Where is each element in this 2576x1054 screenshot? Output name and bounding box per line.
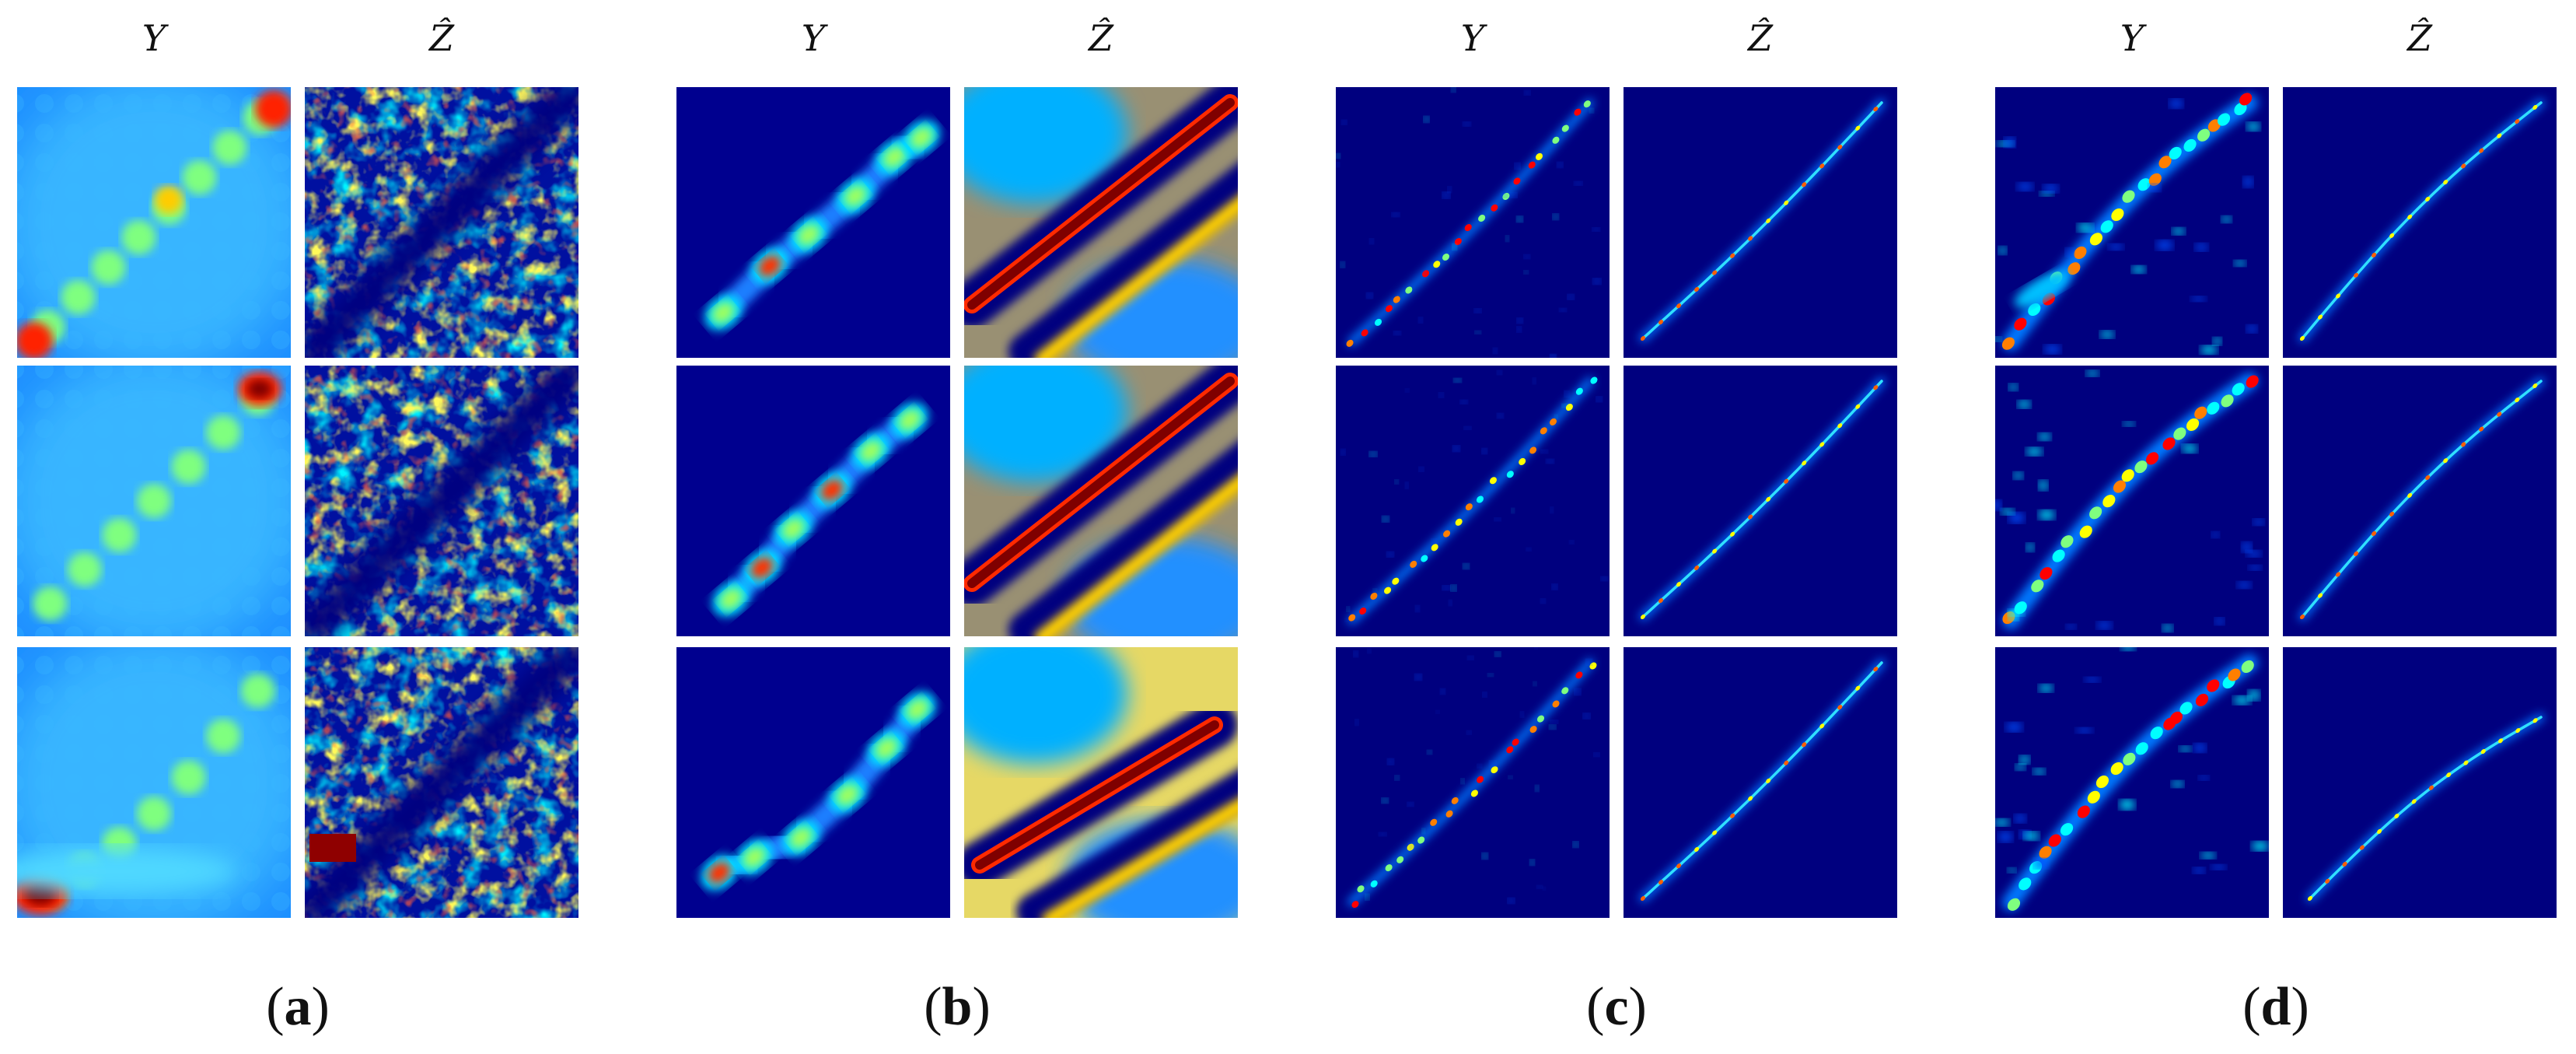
column-label-y-c: Y bbox=[1460, 17, 1485, 59]
column-label-z-c: Ẑ bbox=[1748, 17, 1773, 59]
heatmap-z-row-3 bbox=[1624, 647, 1897, 918]
heatmap-y-row-2 bbox=[1336, 366, 1610, 636]
column-label-z-b: Ẑ bbox=[1089, 17, 1113, 59]
heatmap-z-row-2 bbox=[2283, 366, 2557, 636]
heatmap-y-row-2 bbox=[1995, 366, 2269, 636]
column-label-z-a: Ẑ bbox=[429, 17, 454, 59]
heatmap-y-row-2 bbox=[17, 366, 291, 636]
heatmap-z-row-3 bbox=[964, 647, 1238, 918]
heatmap-y-row-1 bbox=[17, 87, 291, 358]
heatmap-y-row-1 bbox=[1995, 87, 2269, 358]
heatmap-y-row-3 bbox=[17, 647, 291, 918]
column-label-y-a: Y bbox=[142, 17, 166, 59]
heatmap-y-row-3 bbox=[676, 647, 950, 918]
heatmap-y-row-1 bbox=[676, 87, 950, 358]
heatmap-z-row-2 bbox=[1624, 366, 1897, 636]
column-label-y-d: Y bbox=[2120, 17, 2144, 59]
heatmap-y-row-1 bbox=[1336, 87, 1610, 358]
heatmap-z-row-2 bbox=[964, 366, 1238, 636]
column-label-y-b: Y bbox=[801, 17, 826, 59]
heatmap-z-row-1 bbox=[305, 87, 578, 358]
panel-label-b: (b) bbox=[924, 977, 991, 1037]
heatmap-z-row-3 bbox=[305, 647, 578, 918]
panel-label-d: (d) bbox=[2242, 977, 2309, 1037]
heatmap-y-row-2 bbox=[676, 366, 950, 636]
panel-label-a: (a) bbox=[266, 977, 330, 1037]
heatmap-z-row-3 bbox=[2283, 647, 2557, 918]
panel-label-c: (c) bbox=[1586, 977, 1647, 1037]
heatmap-z-row-1 bbox=[964, 87, 1238, 358]
heatmap-z-row-1 bbox=[1624, 87, 1897, 358]
heatmap-y-row-3 bbox=[1336, 647, 1610, 918]
column-label-z-d: Ẑ bbox=[2407, 17, 2432, 59]
heatmap-z-row-1 bbox=[2283, 87, 2557, 358]
heatmap-y-row-3 bbox=[1995, 647, 2269, 918]
heatmap-z-row-2 bbox=[305, 366, 578, 636]
